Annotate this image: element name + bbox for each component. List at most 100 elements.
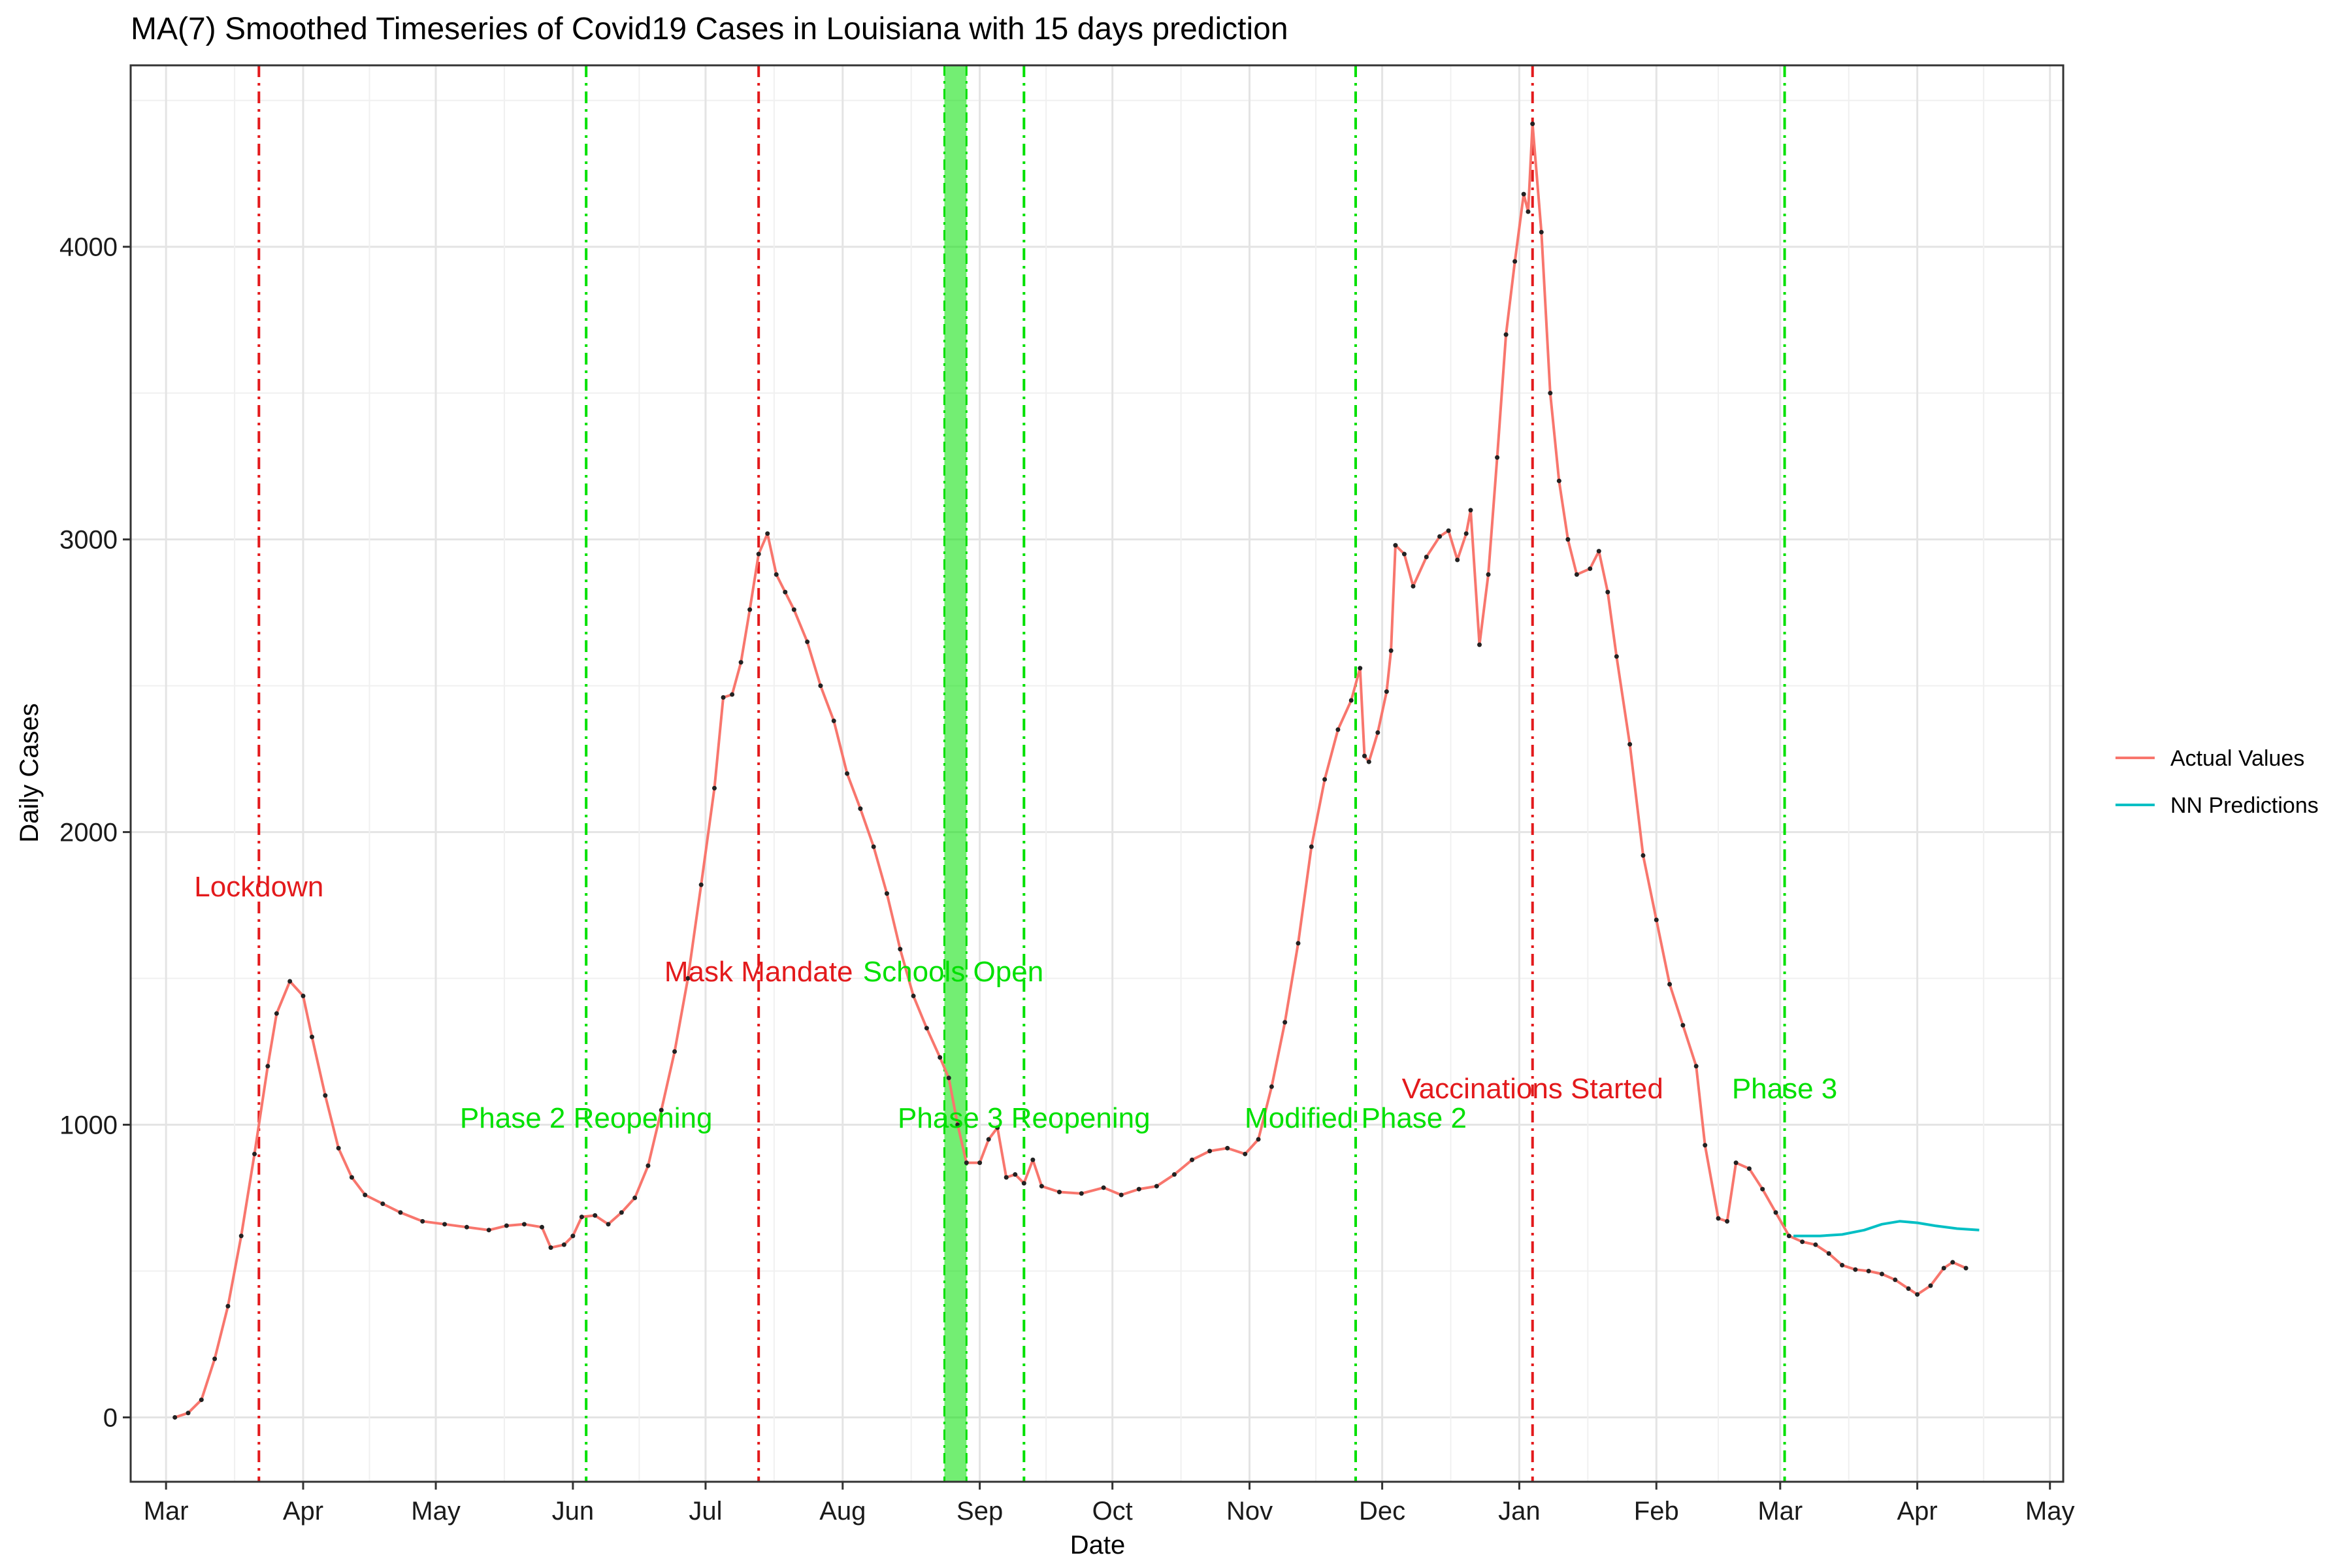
data-point <box>1680 1022 1686 1028</box>
data-point <box>884 891 889 896</box>
data-point <box>1840 1263 1845 1268</box>
data-point <box>1056 1190 1062 1195</box>
data-point <box>955 1122 960 1128</box>
data-point <box>1596 549 1601 554</box>
data-point <box>1269 1084 1274 1089</box>
data-point <box>1725 1218 1730 1224</box>
data-point <box>1455 557 1460 563</box>
series-layer <box>172 122 1980 1420</box>
data-point <box>606 1222 611 1227</box>
data-point <box>398 1210 403 1215</box>
data-point <box>698 882 704 887</box>
data-point <box>1101 1185 1106 1190</box>
data-point <box>1437 534 1443 539</box>
data-point <box>380 1201 385 1206</box>
x-tick-label: Nov <box>1226 1497 1273 1526</box>
data-point <box>1004 1175 1009 1180</box>
x-tick-label: Mar <box>1757 1497 1803 1526</box>
event-label: Mask Mandate <box>664 956 853 988</box>
data-point <box>964 1160 969 1166</box>
y-axis-title: Daily Cases <box>15 703 44 842</box>
data-point <box>1853 1267 1858 1272</box>
data-point <box>1446 528 1451 533</box>
data-point <box>1773 1210 1778 1215</box>
data-point <box>1588 566 1593 571</box>
data-point <box>1375 730 1380 735</box>
data-point <box>645 1163 651 1168</box>
x-tick-label: Apr <box>283 1497 323 1526</box>
data-point <box>172 1414 178 1420</box>
data-point <box>1928 1283 1933 1288</box>
data-point <box>1486 572 1491 577</box>
data-point <box>521 1222 527 1227</box>
data-point <box>1906 1286 1911 1291</box>
legend-label: Actual Values <box>2170 746 2304 771</box>
data-point <box>805 639 810 644</box>
data-point <box>756 551 761 557</box>
x-tick-label: Dec <box>1359 1497 1405 1526</box>
data-point <box>349 1175 354 1180</box>
x-tick-label: Aug <box>819 1497 866 1526</box>
data-point <box>1667 982 1673 987</box>
data-point <box>711 785 717 791</box>
data-point <box>1079 1191 1084 1196</box>
event-label: Vaccinations Started <box>1402 1073 1663 1105</box>
data-point <box>1322 777 1328 782</box>
data-point <box>1039 1184 1044 1189</box>
x-tick-label: Jun <box>552 1497 595 1526</box>
data-point <box>1207 1149 1213 1154</box>
data-point <box>632 1196 638 1201</box>
data-point <box>1136 1186 1141 1192</box>
data-point <box>1654 917 1659 923</box>
data-point <box>1866 1268 1871 1273</box>
data-point <box>579 1215 584 1220</box>
data-point <box>730 692 735 697</box>
data-point <box>1256 1137 1261 1142</box>
data-point <box>225 1303 231 1309</box>
data-point <box>186 1411 191 1416</box>
data-point <box>336 1145 341 1151</box>
data-point <box>1348 698 1354 703</box>
data-point <box>1154 1184 1159 1189</box>
x-tick-label: May <box>2025 1497 2075 1526</box>
x-tick-label: Apr <box>1897 1497 1938 1526</box>
series-line-nn-predictions <box>1793 1220 1980 1237</box>
data-point <box>265 1064 270 1069</box>
data-point <box>1693 1064 1699 1069</box>
data-point <box>845 771 850 776</box>
data-point <box>310 1034 315 1039</box>
data-point <box>791 607 796 612</box>
data-point <box>1605 589 1610 595</box>
data-point <box>898 947 903 952</box>
data-point <box>765 531 770 536</box>
data-point <box>1243 1151 1248 1156</box>
data-point <box>1463 531 1469 536</box>
data-point <box>1309 844 1314 849</box>
data-point <box>1358 666 1363 671</box>
data-point <box>1746 1166 1752 1171</box>
x-tick-label: Jan <box>1498 1497 1541 1526</box>
data-point <box>1119 1192 1124 1198</box>
schools-open-shaded-region <box>944 65 967 1482</box>
data-point <box>1384 689 1389 694</box>
data-point <box>1512 259 1518 264</box>
data-point <box>1521 191 1526 197</box>
data-point <box>1282 1020 1288 1025</box>
chart-title: MA(7) Smoothed Timeseries of Covid19 Cas… <box>131 12 1288 46</box>
event-label: Phase 3 <box>1732 1073 1837 1105</box>
data-point <box>938 1054 943 1060</box>
data-point <box>858 806 863 811</box>
data-point <box>1941 1266 1946 1271</box>
data-point <box>831 718 836 723</box>
data-point <box>783 589 788 595</box>
data-point <box>1733 1160 1739 1166</box>
data-point <box>871 844 876 849</box>
data-point <box>561 1242 566 1247</box>
data-point <box>747 607 753 612</box>
data-point <box>238 1233 244 1239</box>
data-point <box>1424 555 1429 560</box>
data-point <box>1013 1172 1018 1177</box>
data-point <box>486 1228 491 1233</box>
x-tick-label: May <box>411 1497 461 1526</box>
